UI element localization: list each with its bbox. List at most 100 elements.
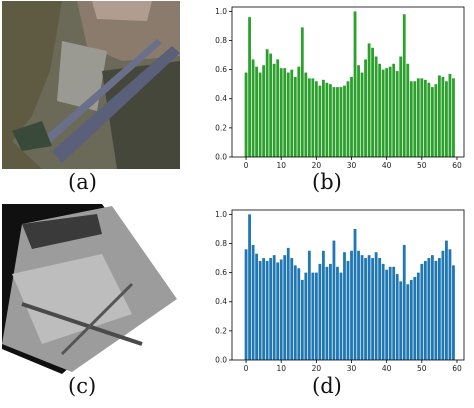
bar bbox=[395, 71, 399, 157]
bar bbox=[367, 255, 371, 360]
bar bbox=[409, 279, 413, 360]
bar bbox=[378, 258, 382, 360]
bar bbox=[311, 272, 315, 360]
bar bbox=[343, 252, 346, 360]
bar bbox=[452, 265, 455, 360]
y-tick-label: 1.0 bbox=[215, 210, 227, 219]
bar bbox=[374, 56, 378, 157]
bar bbox=[437, 258, 441, 360]
bar bbox=[276, 59, 280, 157]
x-tick-label: 50 bbox=[417, 161, 427, 170]
x-tick-label: 50 bbox=[417, 364, 427, 373]
x-tick-label: 0 bbox=[244, 364, 249, 373]
bar bbox=[434, 84, 438, 157]
bar bbox=[318, 263, 322, 360]
bar bbox=[293, 265, 297, 360]
bar bbox=[437, 75, 441, 157]
bar bbox=[272, 63, 276, 158]
bar bbox=[381, 69, 385, 157]
bar bbox=[360, 72, 364, 157]
bar bbox=[409, 81, 413, 157]
runway bbox=[52, 46, 180, 163]
bar bbox=[357, 250, 360, 360]
bar bbox=[378, 63, 382, 158]
bar bbox=[381, 263, 385, 360]
bar bbox=[304, 72, 308, 157]
bar bbox=[388, 266, 392, 360]
bar bbox=[346, 81, 350, 157]
x-tick-label: 20 bbox=[312, 161, 322, 170]
bar bbox=[441, 76, 445, 157]
bar bbox=[350, 76, 353, 157]
bar bbox=[448, 249, 452, 360]
bar bbox=[258, 260, 262, 360]
y-tick-label: 0.8 bbox=[215, 239, 227, 248]
sar-dark-patch bbox=[22, 214, 102, 249]
bar bbox=[269, 53, 273, 157]
axes-frame bbox=[231, 209, 465, 361]
sar-runway-line-2 bbox=[60, 282, 134, 356]
bar bbox=[293, 76, 297, 157]
bar bbox=[416, 272, 420, 360]
bar bbox=[300, 279, 304, 360]
bar bbox=[339, 272, 343, 360]
bar bbox=[314, 272, 318, 360]
y-tick-label: 0.8 bbox=[215, 36, 227, 45]
bar bbox=[427, 82, 431, 157]
bar bbox=[276, 262, 280, 360]
bar bbox=[304, 272, 308, 360]
panel-label-d: (d) bbox=[312, 374, 342, 398]
bar bbox=[452, 78, 455, 157]
bar bbox=[423, 79, 427, 157]
x-tick-label: 60 bbox=[452, 161, 462, 170]
bar bbox=[329, 84, 332, 157]
bar bbox=[445, 81, 448, 157]
bar bbox=[265, 260, 269, 360]
bar bbox=[385, 68, 389, 157]
bar bbox=[300, 27, 304, 157]
bar bbox=[357, 65, 360, 157]
bar bbox=[290, 258, 294, 360]
bar bbox=[336, 266, 339, 360]
bar bbox=[248, 17, 251, 158]
panel-label-b: (b) bbox=[312, 170, 342, 194]
bar bbox=[364, 258, 367, 360]
green-patch bbox=[12, 121, 52, 151]
bar bbox=[448, 73, 452, 157]
bar bbox=[332, 87, 336, 157]
bar bbox=[406, 284, 410, 360]
bar bbox=[307, 78, 311, 157]
bar bbox=[392, 266, 396, 360]
bar bbox=[413, 276, 417, 360]
y-tick-label: 0.2 bbox=[215, 326, 227, 335]
bar bbox=[353, 11, 357, 158]
sar-image-c bbox=[2, 204, 180, 374]
bar bbox=[441, 250, 445, 360]
x-tick-label: 0 bbox=[244, 161, 249, 170]
bar bbox=[269, 258, 273, 360]
bar bbox=[262, 65, 266, 157]
y-tick-label: 0.4 bbox=[215, 94, 227, 103]
bar bbox=[395, 274, 399, 360]
bar bbox=[325, 82, 329, 157]
bar bbox=[286, 247, 290, 360]
bar bbox=[360, 255, 364, 360]
x-tick-label: 10 bbox=[276, 364, 286, 373]
x-tick-label: 40 bbox=[382, 364, 392, 373]
vegetation-area bbox=[102, 61, 180, 169]
sar-texture bbox=[12, 254, 132, 344]
axes-frame bbox=[231, 6, 465, 158]
x-tick-label: 30 bbox=[347, 364, 357, 373]
bar bbox=[430, 87, 434, 157]
bar bbox=[423, 260, 427, 360]
bar bbox=[402, 14, 406, 157]
panel-label-a: (a) bbox=[68, 170, 97, 194]
taxiway bbox=[42, 39, 162, 145]
bar bbox=[283, 255, 287, 360]
x-tick-label: 40 bbox=[382, 161, 392, 170]
bar bbox=[374, 252, 378, 360]
y-tick-label: 0.0 bbox=[215, 356, 227, 365]
bar bbox=[262, 258, 266, 360]
bar bbox=[346, 260, 350, 360]
bar bbox=[272, 255, 276, 360]
